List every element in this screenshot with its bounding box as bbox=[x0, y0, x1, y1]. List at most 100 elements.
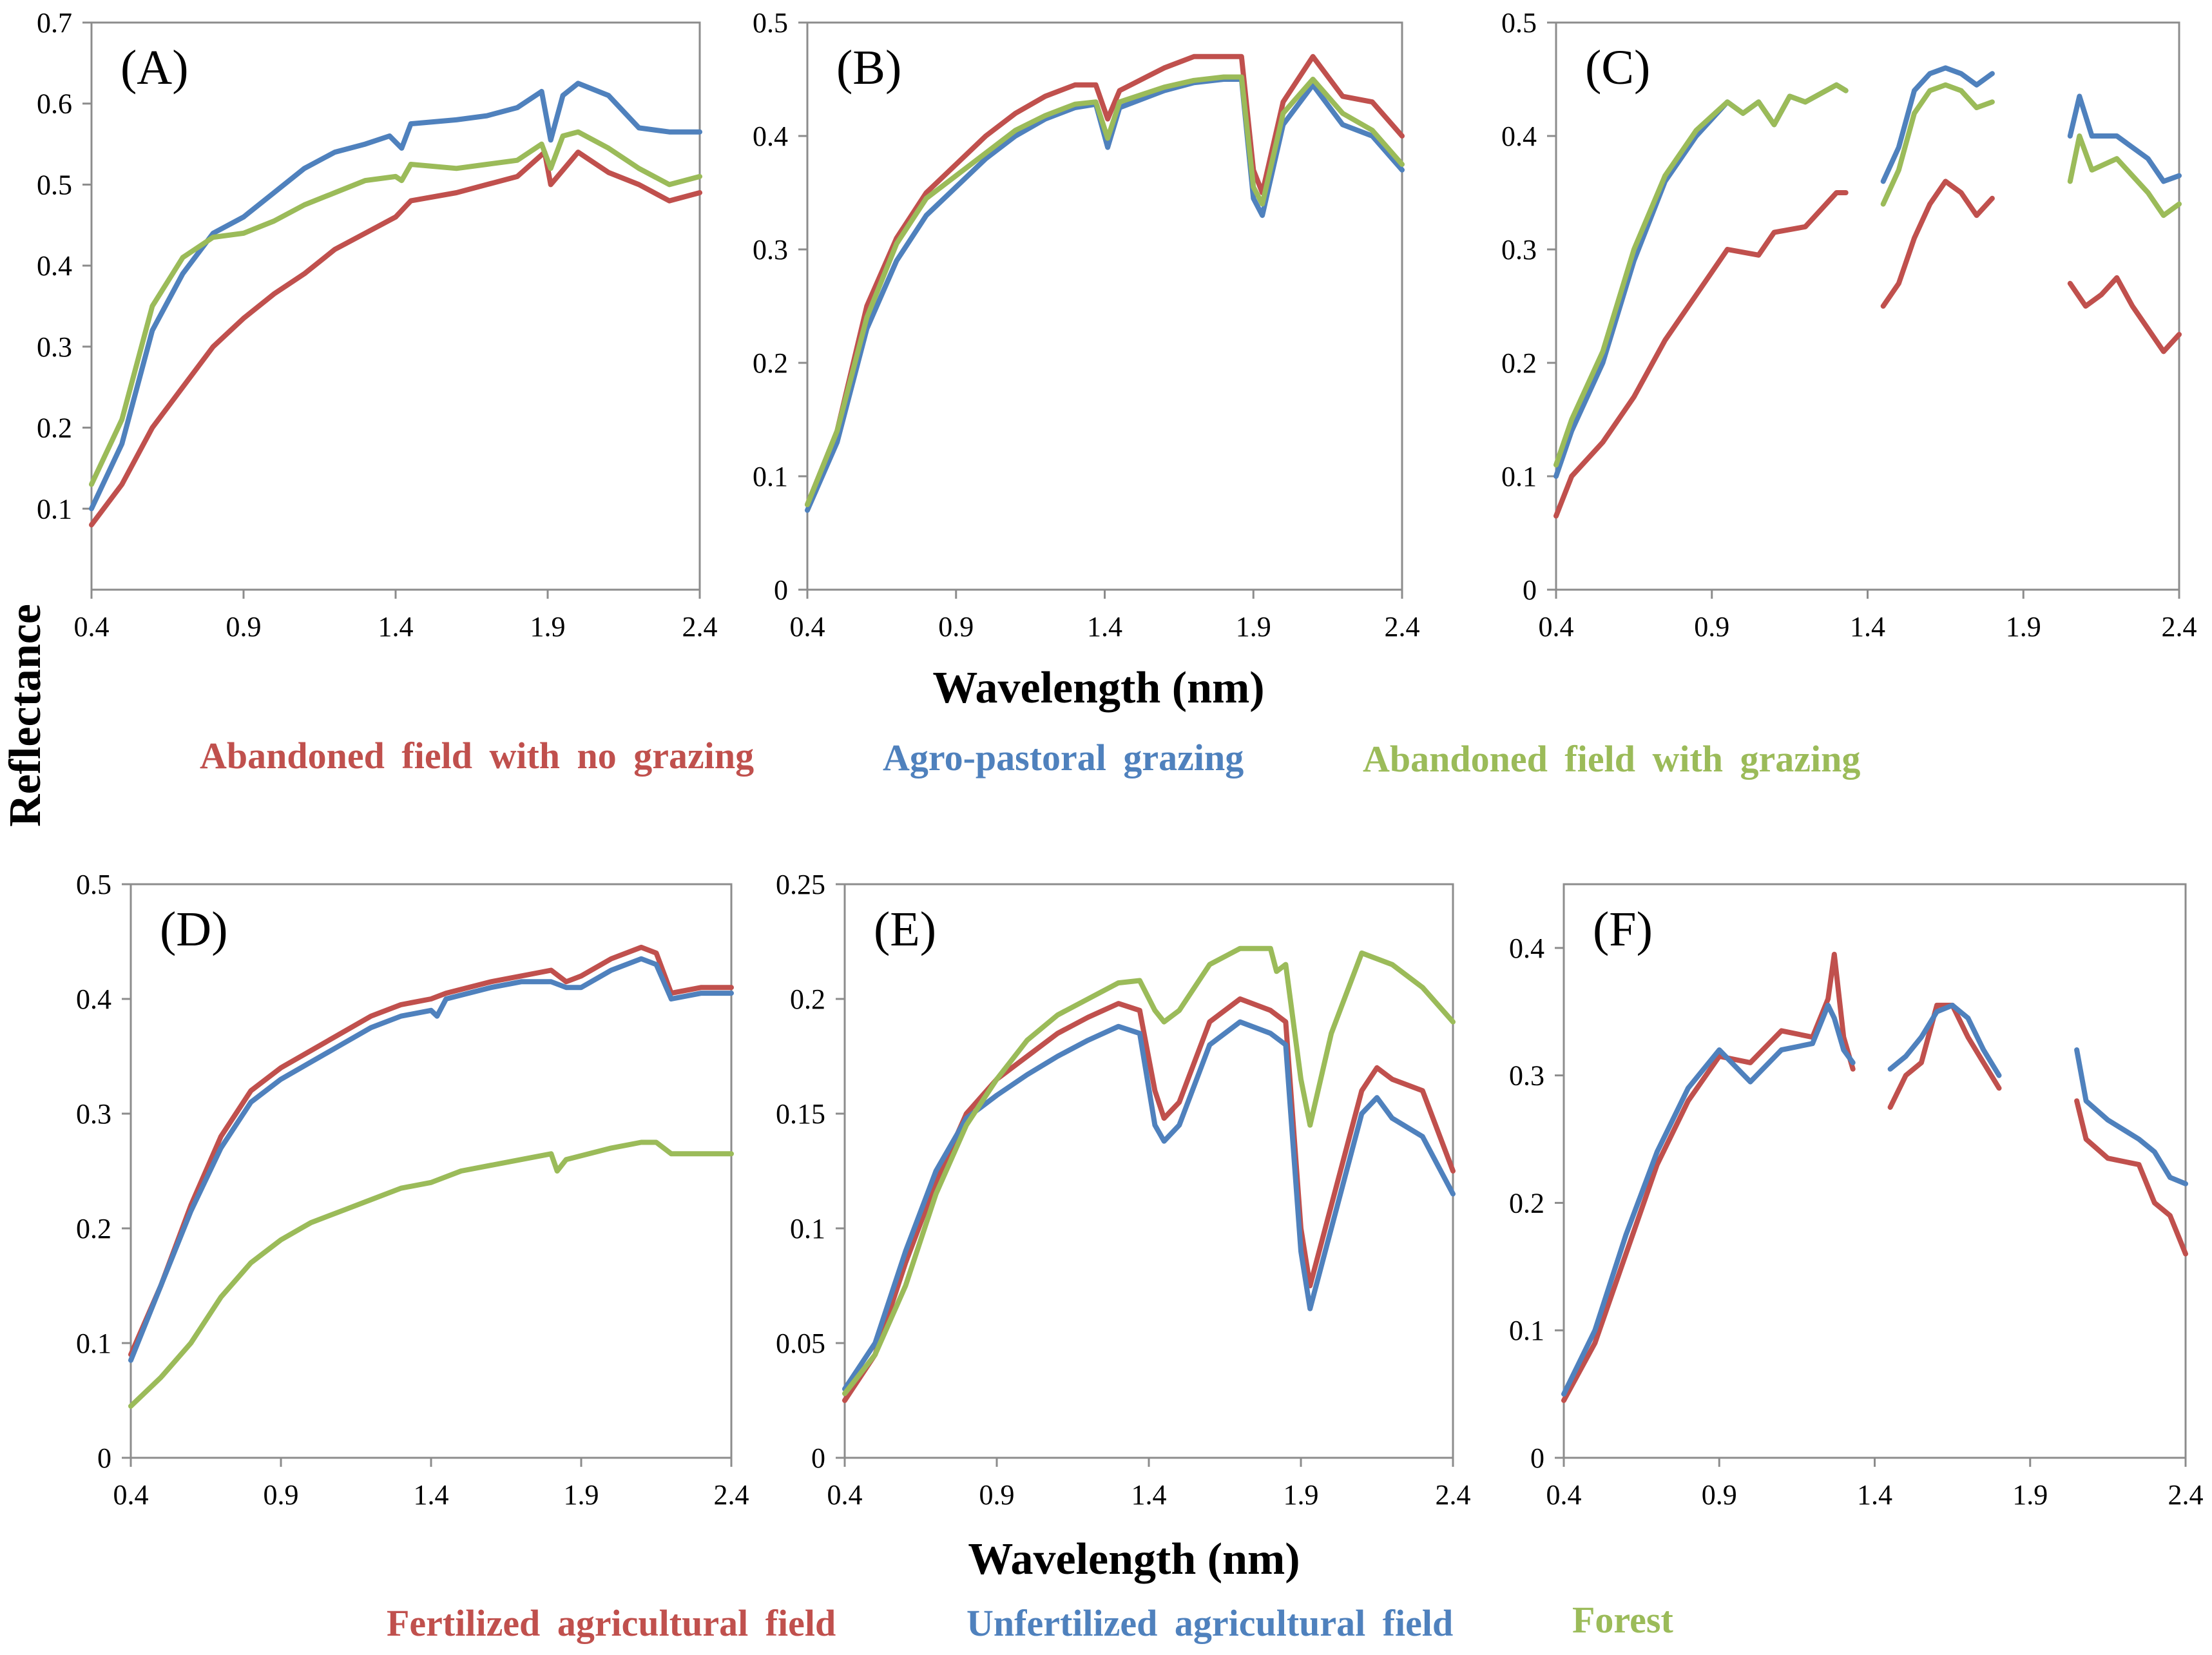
x-tick-label: 0.9 bbox=[226, 611, 262, 643]
x-tick-label: 0.4 bbox=[74, 611, 110, 643]
y-tick-label: 0.7 bbox=[37, 7, 72, 39]
x-tick-label: 0.9 bbox=[1694, 611, 1729, 643]
x-tick-label: 0.4 bbox=[790, 611, 825, 643]
y-tick-label: 0.3 bbox=[37, 331, 72, 363]
panel-label: (F) bbox=[1593, 902, 1653, 956]
y-tick-label: 0.3 bbox=[1501, 234, 1537, 266]
x-tick-label: 1.4 bbox=[414, 1479, 449, 1511]
chart-panel-3: 0.4 0.9 1.4 1.9 2.4 0 0.1 0.2 0.3 0.4 0.5 (C) bbox=[1501, 7, 2197, 643]
chart-panel-1: 0.4 0.9 1.4 1.9 2.4 0.1 0.2 0.3 0.4 0.5 0.6 0.7 (A) bbox=[37, 7, 718, 643]
y-tick-label: 0.5 bbox=[76, 869, 111, 900]
legend-top-item-1: Abandoned field with no grazing bbox=[200, 735, 754, 777]
y-tick-label: 0.3 bbox=[753, 234, 788, 266]
y-tick-label: 0.05 bbox=[776, 1328, 825, 1359]
series-line-abandoned-field-with-no-grazing bbox=[2067, 275, 2182, 354]
series-line-agro-pastoral-grazing bbox=[805, 77, 1405, 513]
y-tick-label: 0 bbox=[1523, 574, 1537, 606]
series-line-forest bbox=[842, 945, 1456, 1397]
y-tick-label: 0.15 bbox=[776, 1098, 825, 1130]
y-tick-label: 0.5 bbox=[37, 169, 72, 200]
y-tick-label: 0.6 bbox=[37, 88, 72, 120]
y-tick-label: 0 bbox=[774, 574, 788, 606]
series-line-unfertilized-agricultural-field bbox=[1887, 1002, 2002, 1078]
x-tick-label: 0.9 bbox=[979, 1479, 1015, 1511]
series-line-abandoned-field-with-no-grazing bbox=[1553, 190, 1849, 519]
panel-label: (E) bbox=[874, 902, 936, 956]
y-tick-label: 0.2 bbox=[37, 412, 72, 444]
x-tick-label: 2.4 bbox=[1385, 611, 1420, 643]
y-tick-label: 0.3 bbox=[1509, 1060, 1544, 1092]
chart-panel-5: 0.4 0.9 1.4 1.9 2.4 0 0.05 0.1 0.15 0.2 0.25 (E) bbox=[776, 869, 1471, 1511]
x-tick-label: 1.4 bbox=[378, 611, 414, 643]
panel-label: (D) bbox=[160, 902, 228, 956]
legend-bottom-item-1: Fertilized agricultural field bbox=[387, 1602, 836, 1644]
plot-frame bbox=[90, 21, 701, 591]
x-axis-label-bottom: Wavelength (nm) bbox=[968, 1534, 1300, 1584]
y-tick-label: 0 bbox=[1530, 1442, 1544, 1474]
legend-top-item-2: Agro-pastoral grazing bbox=[883, 737, 1244, 779]
x-tick-label: 0.9 bbox=[264, 1479, 299, 1511]
chart-panel-6: 0.4 0.9 1.4 1.9 2.4 0 0.1 0.2 0.3 0.4 (F) bbox=[1509, 883, 2204, 1511]
chart-panel-2: 0.4 0.9 1.4 1.9 2.4 0 0.1 0.2 0.3 0.4 0.5 (B) bbox=[753, 7, 1420, 643]
x-tick-label: 0.4 bbox=[113, 1479, 149, 1511]
x-tick-label: 2.4 bbox=[2168, 1479, 2204, 1511]
x-tick-label: 1.4 bbox=[1850, 611, 1885, 643]
y-axis-label: Reflectance bbox=[1, 604, 50, 827]
y-tick-label: 0.3 bbox=[76, 1098, 111, 1130]
x-tick-label: 0.9 bbox=[938, 611, 974, 643]
x-tick-label: 2.4 bbox=[1436, 1479, 1471, 1511]
x-tick-label: 1.4 bbox=[1131, 1479, 1167, 1511]
y-tick-label: 0.2 bbox=[1509, 1187, 1544, 1219]
x-tick-label: 2.4 bbox=[714, 1479, 749, 1511]
y-tick-label: 0.25 bbox=[776, 869, 825, 900]
series-line-agro-pastoral-grazing bbox=[2067, 93, 2182, 184]
chart-panel-4: 0.4 0.9 1.4 1.9 2.4 0 0.1 0.2 0.3 0.4 0.5 (D) bbox=[76, 869, 749, 1511]
plot-frame bbox=[130, 883, 733, 1459]
y-tick-label: 0.4 bbox=[1501, 121, 1537, 152]
y-tick-label: 0.5 bbox=[753, 7, 788, 39]
y-tick-label: 0.2 bbox=[1501, 347, 1537, 379]
y-tick-label: 0.5 bbox=[1501, 7, 1537, 39]
y-tick-label: 0.4 bbox=[753, 121, 788, 152]
x-tick-label: 0.4 bbox=[1539, 611, 1574, 643]
panel-label: (A) bbox=[120, 41, 189, 95]
series-line-unfertilized-agricultural-field bbox=[1561, 1002, 1856, 1397]
series-line-fertilized-agricultural-field bbox=[128, 944, 734, 1357]
y-tick-label: 0.2 bbox=[790, 983, 825, 1015]
x-tick-label: 1.9 bbox=[1236, 611, 1271, 643]
legend-top-item-3: Abandoned field with grazing bbox=[1363, 738, 1860, 780]
series-line-abandoned-field-with-grazing bbox=[1880, 82, 1995, 207]
y-tick-label: 0.1 bbox=[790, 1213, 825, 1244]
series-line-fertilized-agricultural-field bbox=[1887, 1002, 2002, 1110]
series-line-abandoned-field-with-no-grazing bbox=[89, 150, 702, 528]
x-tick-label: 1.9 bbox=[564, 1479, 599, 1511]
series-line-fertilized-agricultural-field bbox=[842, 996, 1456, 1403]
y-tick-label: 0.1 bbox=[753, 461, 788, 492]
series-line-agro-pastoral-grazing bbox=[1880, 65, 1995, 184]
series-line-abandoned-field-with-grazing bbox=[1553, 82, 1849, 468]
y-tick-label: 0.4 bbox=[76, 983, 111, 1015]
y-tick-label: 0.4 bbox=[1509, 933, 1544, 964]
x-tick-label: 1.9 bbox=[1284, 1479, 1319, 1511]
y-tick-label: 0 bbox=[811, 1442, 825, 1474]
series-line-fertilized-agricultural-field bbox=[1561, 951, 1856, 1403]
y-tick-label: 0.2 bbox=[753, 347, 788, 379]
y-tick-label: 0.1 bbox=[1509, 1315, 1544, 1346]
legend-bottom-item-2: Unfertilized agricultural field bbox=[967, 1602, 1453, 1644]
panel-label: (B) bbox=[836, 41, 901, 95]
x-tick-label: 0.9 bbox=[1702, 1479, 1737, 1511]
legend-bottom-item-3: Forest bbox=[1572, 1599, 1673, 1641]
panel-label: (C) bbox=[1585, 41, 1650, 95]
series-line-abandoned-field-with-no-grazing bbox=[805, 53, 1405, 507]
x-tick-label: 1.9 bbox=[2012, 1479, 2048, 1511]
x-tick-label: 0.4 bbox=[827, 1479, 863, 1511]
x-tick-label: 1.4 bbox=[1857, 1479, 1892, 1511]
x-tick-label: 2.4 bbox=[682, 611, 718, 643]
series-line-abandoned-field-with-grazing bbox=[2067, 133, 2182, 218]
x-tick-label: 1.4 bbox=[1087, 611, 1122, 643]
y-tick-label: 0 bbox=[97, 1442, 111, 1474]
series-line-fertilized-agricultural-field bbox=[2074, 1098, 2188, 1257]
y-tick-label: 0.2 bbox=[76, 1213, 111, 1244]
chart-panels: 0.4 0.9 1.4 1.9 2.4 0.1 0.2 0.3 0.4 0.5 0.6 0.7 (A) 0… bbox=[37, 7, 2204, 1511]
